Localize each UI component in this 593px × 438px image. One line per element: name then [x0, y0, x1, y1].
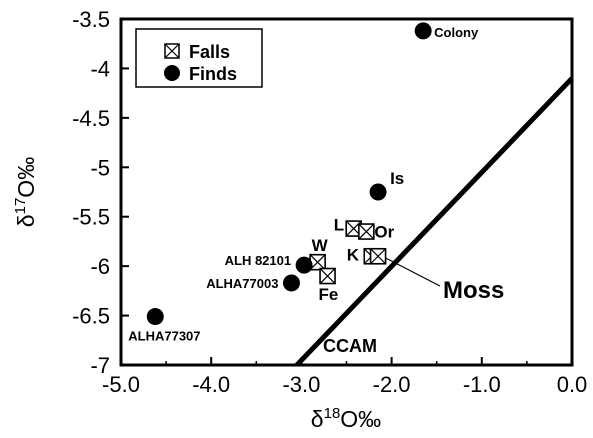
- lines-layer: [295, 76, 574, 367]
- x-tick-label: -5.0: [102, 372, 140, 397]
- fall-point-cross: [319, 268, 336, 284]
- fall-point-cross: [370, 248, 386, 265]
- find-point: [414, 22, 432, 40]
- point-label: Fe: [319, 285, 339, 304]
- x-tick-label: -3.0: [282, 372, 320, 397]
- y-tick-label: -6.5: [72, 304, 110, 329]
- labels-layer: L Or KW Fe Colony Is ALH 82101 ALHA77003 ALHA773…: [128, 25, 479, 344]
- y-tick-label: -4: [90, 56, 110, 81]
- point-label: W: [312, 236, 329, 255]
- y-tick-label: -6: [90, 254, 110, 279]
- y-tick-label: -7: [90, 353, 110, 378]
- y-axis-title: δ17O‰: [12, 157, 39, 227]
- point-label: ALH 82101: [225, 253, 291, 268]
- point-label: Colony: [434, 25, 479, 40]
- point-label: Is: [390, 169, 404, 188]
- x-tick-label: -4.0: [192, 372, 230, 397]
- legend-finds-label: Finds: [189, 64, 237, 84]
- y-tick-label: -4.5: [72, 106, 110, 131]
- ccam-label: CCAM: [323, 336, 377, 356]
- x-tick-label: 0.0: [557, 372, 588, 397]
- y-tick-label: -5.5: [72, 205, 110, 230]
- ticks-layer: -5.0 -4.0 -3.0 -2.0 -1.0 0.0 -7 -6.5 -6 -5.5 -5 -4.…: [72, 7, 587, 397]
- point-label: K: [347, 245, 360, 264]
- x-tick-label: -2.0: [373, 372, 411, 397]
- moss-label: Moss: [443, 277, 504, 304]
- fall-point-cross: [358, 223, 375, 240]
- find-point: [369, 183, 387, 201]
- x-axis-title: δ18O‰: [311, 405, 381, 432]
- legend: Falls Finds: [135, 28, 263, 88]
- point-label: ALHA77307: [128, 329, 200, 344]
- legend-falls-label: Falls: [189, 42, 230, 62]
- x-tick-label: -1.0: [463, 372, 501, 397]
- fall-point-cross: [309, 254, 326, 271]
- y-tick-label: -3.5: [72, 7, 110, 32]
- legend-finds-marker: [164, 65, 180, 81]
- y-tick-label: -5: [90, 155, 110, 180]
- point-label: L: [334, 216, 344, 235]
- legend-falls-marker: [164, 43, 180, 59]
- plot-frame: [119, 17, 574, 367]
- legend-box: [135, 28, 263, 88]
- point-label: Or: [374, 223, 394, 242]
- moss-annotation: Moss: [385, 257, 504, 304]
- find-point: [295, 256, 313, 274]
- ccam-line: [295, 76, 574, 367]
- find-point: [146, 308, 164, 326]
- points-layer: [146, 22, 432, 326]
- point-label: ALHA77003: [206, 276, 278, 291]
- moss-arrow: [385, 257, 441, 287]
- find-point: [282, 274, 300, 292]
